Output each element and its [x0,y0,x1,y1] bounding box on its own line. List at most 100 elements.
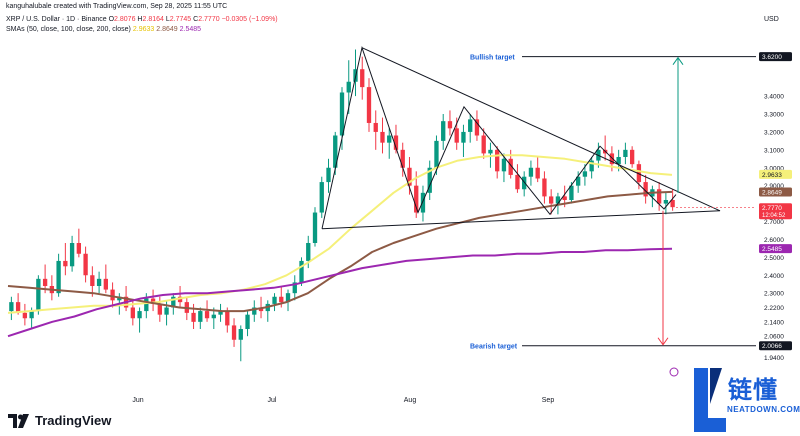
price-tick-label: 2.5000 [764,255,784,262]
price-tick-label: 2.9000 [764,183,784,190]
candle-body [515,174,520,190]
symbol-line: XRP / U.S. Dollar · 1D · Binance O2.8076… [6,16,278,23]
candle-body [508,158,513,175]
sma50-line [7,154,673,314]
candle-body [218,311,223,315]
candle-body [616,157,621,165]
candle-body [434,140,439,168]
bullish_target-price-tag-value: 3.6200 [762,54,782,61]
candle-body [9,302,14,312]
candle-body [177,296,183,303]
candle-body [15,302,21,313]
candle-body [258,307,264,312]
symbol-name[interactable]: XRP / U.S. Dollar · 1D · Binance [6,16,107,23]
candle-body [400,149,405,168]
candle-body [164,307,169,315]
triangle-outline [321,47,721,230]
candle-body [42,278,48,286]
candle-body [407,167,412,186]
sma200-price-tag-value: 2.5485 [762,246,782,253]
tradingview-logo[interactable]: TradingView [8,413,111,428]
last_price-price-tag-value: 2.7770 [762,205,782,212]
time-tick-label: Jun [132,397,143,404]
price-tick-label: 2.7000 [764,219,784,226]
price-change: −0.0305 (−1.09%) [221,16,278,23]
candle-body [238,329,243,340]
candle-body [204,311,210,319]
candle-body [555,196,561,204]
candle-body [103,278,108,290]
sma200-legend-value: 2.5485 [179,26,202,33]
candle-body [69,243,75,267]
candle-body [629,149,635,165]
bearish-target-label: Bearish target [470,344,518,351]
price-tick-label: 3.3000 [764,112,784,119]
candle-body [110,289,115,301]
candle-body [495,149,500,172]
candle-body [292,282,297,294]
event-icon [669,367,679,377]
price-tick-label: 2.3000 [764,291,784,298]
candle-body [468,119,473,132]
sma100-price-tag-value: 2.8649 [762,189,782,196]
candle-body [130,307,135,319]
candle-body [501,158,507,172]
bearish-arrow-head [657,337,669,346]
ohlc-high: 2.8164 [142,16,164,23]
candle-body [319,182,324,213]
candle-body [299,260,304,283]
candle-body [582,171,588,177]
candle-body [22,312,28,319]
candle-body [488,149,493,154]
bullish_target-price-tag [759,52,792,62]
ohlc-open: 2.8076 [114,16,136,23]
candle-body [56,260,61,294]
bullish-arrow-head [672,56,684,65]
candle-body [414,185,419,213]
sma-legend[interactable]: SMAs (50, close, 100, close, 200, close)… [6,26,201,33]
candle-body [420,192,426,213]
candle-body [522,176,527,190]
tradingview-logo-text: TradingView [35,413,112,428]
candle-body [528,167,534,177]
sma100-legend-value: 2.8649 [156,26,178,33]
price-tick-label: 2.1400 [764,319,784,326]
ohlc-close: 2.7770 [198,16,220,23]
candle-body [231,325,237,340]
candle-body [609,153,615,165]
price-tick-label: 2.4000 [764,273,784,280]
candle-body [171,296,176,308]
candle-body [441,121,446,141]
candle-body [643,182,648,197]
price-tick-label: 3.1000 [764,147,784,154]
candle-body [474,119,480,136]
candle-body [29,311,34,319]
candle-body [339,92,345,136]
bearish_target-price-tag-value: 2.0066 [762,343,782,350]
candle-body [279,296,284,303]
candle-body [670,200,675,208]
ohlc-close-label: C [193,16,199,23]
bullish-target-label: Bullish target [470,55,515,62]
tradingview-logo-icon [8,413,29,428]
candle-body [157,303,162,315]
candle-body [393,135,399,150]
zigzag-pattern [321,45,677,229]
candle-body [387,135,392,143]
price-tick-label: 3.4000 [764,94,784,101]
triangle-pattern: Bullish target Bearish target [321,45,756,377]
sma200-price-tag [759,244,792,254]
candle-body [272,296,277,304]
candle-body [535,167,540,179]
candle-body [83,253,88,276]
price-tick-label: 2.6000 [764,237,784,244]
candle-body [252,307,257,315]
candle-body [306,243,311,261]
candle-body [562,196,567,200]
candle-body [285,293,291,303]
ohlc-open-label: O [108,16,115,23]
candle-body [150,298,156,304]
candle-body [76,243,82,254]
candle-body [461,131,466,143]
